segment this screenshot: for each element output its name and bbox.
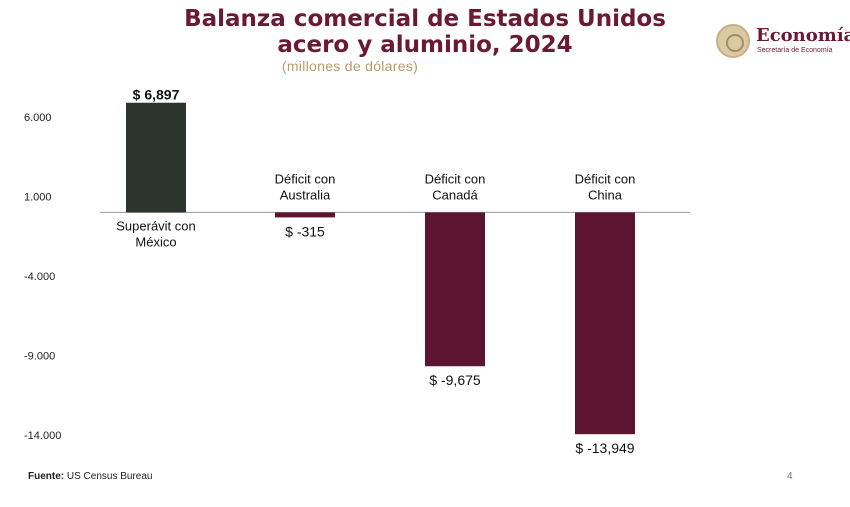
category-label: Déficit con Canadá — [425, 171, 486, 202]
bar — [126, 102, 186, 213]
source-label: Fuente: — [28, 471, 65, 482]
chart-title-line-2: acero y aluminio, 2024 — [277, 32, 573, 58]
source-note: Fuente: US Census Bureau — [28, 471, 153, 482]
page-number: 4 — [787, 471, 793, 482]
source-text: US Census Bureau — [66, 471, 153, 482]
logo-subtitle: Secretaría de Economía — [757, 47, 833, 54]
category-label: Déficit con China — [575, 171, 636, 202]
data-label: $ -9,675 — [429, 372, 481, 388]
y-tick-label: 6.000 — [24, 112, 52, 124]
chart-title-line-1: Balanza comercial de Estados Unidos — [184, 6, 666, 32]
seal-icon — [716, 24, 750, 58]
category-label: Superávit con México — [116, 218, 196, 249]
data-label: $ -315 — [285, 223, 325, 239]
y-tick-label: -4.000 — [24, 271, 55, 283]
data-label: $ 6,897 — [133, 87, 180, 103]
y-tick-label: -9.000 — [24, 351, 55, 363]
y-tick-label: -14.000 — [24, 430, 61, 442]
data-label: $ -13,949 — [575, 440, 634, 456]
category-label: Déficit con Australia — [275, 171, 336, 202]
logo-name: Economía — [756, 25, 850, 46]
chart-subtitle: (millones de dólares) — [281, 58, 419, 74]
y-tick-label: 1.000 — [24, 192, 52, 204]
economia-logo: Economía Secretaría de Economía — [716, 22, 850, 62]
bar — [575, 212, 635, 435]
chart-title: Balanza comercial de Estados Unidos acer… — [0, 6, 850, 58]
bar — [425, 212, 485, 367]
bar — [275, 212, 335, 218]
